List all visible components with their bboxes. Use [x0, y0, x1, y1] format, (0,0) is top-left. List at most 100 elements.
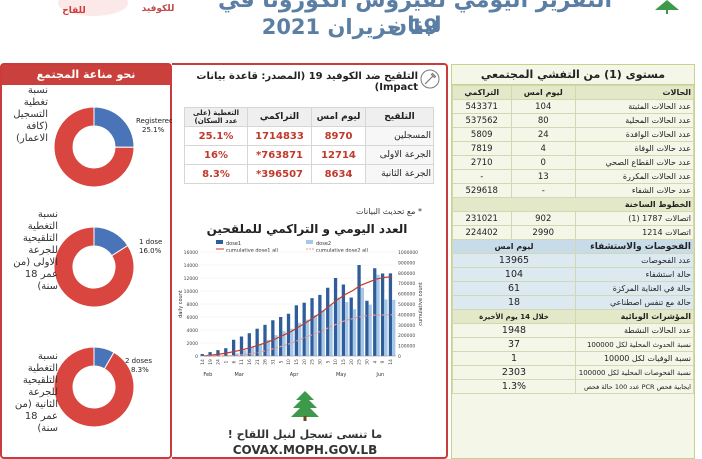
legend-label: cumulative dose2 all — [316, 248, 368, 254]
vaccination-title: التلقيح ضد الكوفيد 19 (المصدر: قاعدة بيا… — [196, 71, 418, 93]
indicators-period: خلال 14 يوم الأخيرة — [452, 309, 576, 324]
vaccination-panel: التلقيح ضد الكوفيد 19 (المصدر: قاعدة بيا… — [172, 63, 448, 459]
x-tick-label: 15 — [294, 359, 300, 365]
bar-dose2 — [305, 319, 310, 356]
y-tick-label: 6000 — [187, 315, 199, 321]
bar-dose1 — [200, 354, 204, 356]
bar-dose2 — [352, 309, 357, 356]
cell: 224402 — [452, 225, 512, 240]
bar-dose1 — [247, 333, 251, 356]
bar-dose1 — [310, 298, 314, 356]
y2-tick-label: 300000 — [398, 323, 415, 329]
cell: 37 — [452, 337, 576, 352]
bar-dose2 — [258, 344, 263, 356]
legend-label: cumulative dose1 all — [226, 248, 278, 254]
cell: 529618 — [452, 183, 512, 198]
y2-tick-label: 400000 — [398, 312, 415, 318]
month-label: Apr — [290, 372, 300, 378]
y2-tick-label: 800000 — [398, 271, 415, 277]
table-row: الجرعة الاولى 12714 763871* 16% — [184, 145, 434, 165]
cell: 902 — [510, 211, 576, 226]
cell: - — [452, 169, 512, 184]
month-label: May — [336, 372, 346, 378]
donut-registered-label: نسبة تغطية التسجيل (كافة الاعمار) — [13, 85, 48, 144]
cell: 4 — [510, 141, 576, 156]
bar-dose1 — [318, 294, 322, 356]
table-row: اتصالات 1787 (1) 902 231021 — [452, 211, 694, 226]
vt-header-vaccination: التلقيح — [365, 107, 434, 127]
bar-dose2 — [290, 328, 294, 356]
update-note: * مع تحديث البيانات — [356, 207, 422, 216]
bar-dose1 — [333, 278, 338, 356]
bar-dose1 — [271, 320, 275, 356]
legend-label: dose1 — [226, 241, 241, 247]
cases-header: الحالات — [575, 85, 694, 100]
y-tick-label: 14000 — [184, 263, 198, 269]
cell: 2990 — [510, 225, 576, 240]
y2-axis-label: cumulative count — [418, 282, 424, 326]
x-tick-label: 11 — [239, 359, 245, 365]
table-row: عدد الحالات المثبتة 104 543371 — [452, 99, 694, 114]
outbreak-panel: مستوى (1) من التفشي المجتمعي الحالات ليو… — [451, 64, 695, 459]
row-label: نسبة الحدوث المحلية لكل 100000 — [575, 337, 694, 352]
donut-slice-remaining — [53, 106, 135, 188]
donut-dose1-label: نسبة التغطية التلقيحية للجرعة الاولى (من… — [13, 209, 58, 292]
vt-row-label: المسجلين — [365, 126, 434, 146]
table-row: نسبة الفحوصات المحلية لكل 100000 2303 — [452, 365, 694, 380]
cell: - — [510, 183, 576, 198]
x-tick-label: 20 — [302, 359, 308, 365]
x-tick-label: 1 — [223, 360, 229, 363]
row-label: عدد الحالات المثبتة — [575, 99, 694, 114]
donut-dose2-callout: 2 doses — [125, 357, 153, 365]
donut-registered-percent: 25.1% — [142, 126, 165, 134]
indicators-header: المؤشرات الوبائية — [575, 309, 694, 324]
bar-dose1 — [326, 287, 330, 356]
vaccination-table: التلقيح ليوم امس التراكمي التغطية (على ع… — [184, 107, 434, 184]
row-label: ايجابية فحص PCR عدد 100 حالة فحص — [575, 379, 694, 394]
x-tick-label: 14 — [200, 359, 206, 365]
bar-dose1 — [357, 265, 361, 356]
row-label: حالة في العناية المركزة — [575, 281, 694, 296]
vt-cell: 396507* — [247, 164, 312, 184]
chart-title: العدد اليومي و التراكمي للملقحين — [206, 222, 408, 236]
row-label: عدد الفحوصات — [575, 253, 694, 268]
bar-dose1 — [239, 336, 244, 356]
table-row: حالة مع تنفس اصطناعي 18 — [452, 295, 694, 310]
covax-url-link[interactable]: COVAX.MOPH.GOV.LB — [232, 443, 378, 457]
donut-dose2-percent: 8.3% — [131, 366, 149, 374]
herd-immunity-title: نحو مناعة المجتمع — [2, 65, 170, 85]
x-tick-label: 25 — [357, 359, 363, 365]
cell: 104 — [452, 267, 576, 282]
donut-registered-callout: Registered — [136, 117, 174, 125]
vt-row-label: الجرعة الاولى — [365, 145, 434, 165]
bar-dose1 — [388, 273, 393, 356]
y-tick-label: 10000 — [184, 289, 198, 295]
y-axis-label: daily count — [178, 290, 184, 318]
y2-tick-label: 600000 — [398, 292, 415, 298]
bar-dose2 — [282, 331, 286, 356]
bar-dose2 — [274, 335, 278, 356]
x-tick-label: 4 — [372, 360, 378, 363]
table-row: الجرعة الثانية 8634 396507* 8.3% — [184, 164, 434, 184]
month-label: Mar — [234, 372, 244, 378]
table-row: اتصالات 1214 2990 224402 — [452, 225, 694, 240]
x-tick-label: 20 — [349, 359, 355, 365]
vt-cell: 1714833 — [247, 126, 312, 146]
bar-dose2 — [250, 346, 255, 356]
bar-dose1 — [216, 350, 220, 356]
cell: 80 — [510, 113, 576, 128]
bar-dose1 — [231, 339, 236, 356]
cell: 0 — [510, 155, 576, 170]
line-cumulative-dose1-all — [203, 275, 393, 357]
outbreak-level-title: مستوى (1) من التفشي المجتمعي — [452, 65, 694, 85]
x-tick-label: 30 — [365, 359, 371, 365]
table-row: عدد حالات الوفاة 4 7819 — [452, 141, 694, 156]
logo-left-brush — [58, 0, 128, 16]
vt-cell: 763871* — [247, 145, 312, 165]
bar-dose1 — [294, 305, 298, 356]
row-label: عدد حالات الوفاة — [575, 141, 694, 156]
x-tick-label: 24 — [216, 359, 222, 365]
row-label: عدد الحالات الوافدة — [575, 127, 694, 142]
line-cumulative-dose2-all — [203, 314, 393, 357]
table-row: عدد الفحوصات 13965 — [452, 253, 694, 268]
